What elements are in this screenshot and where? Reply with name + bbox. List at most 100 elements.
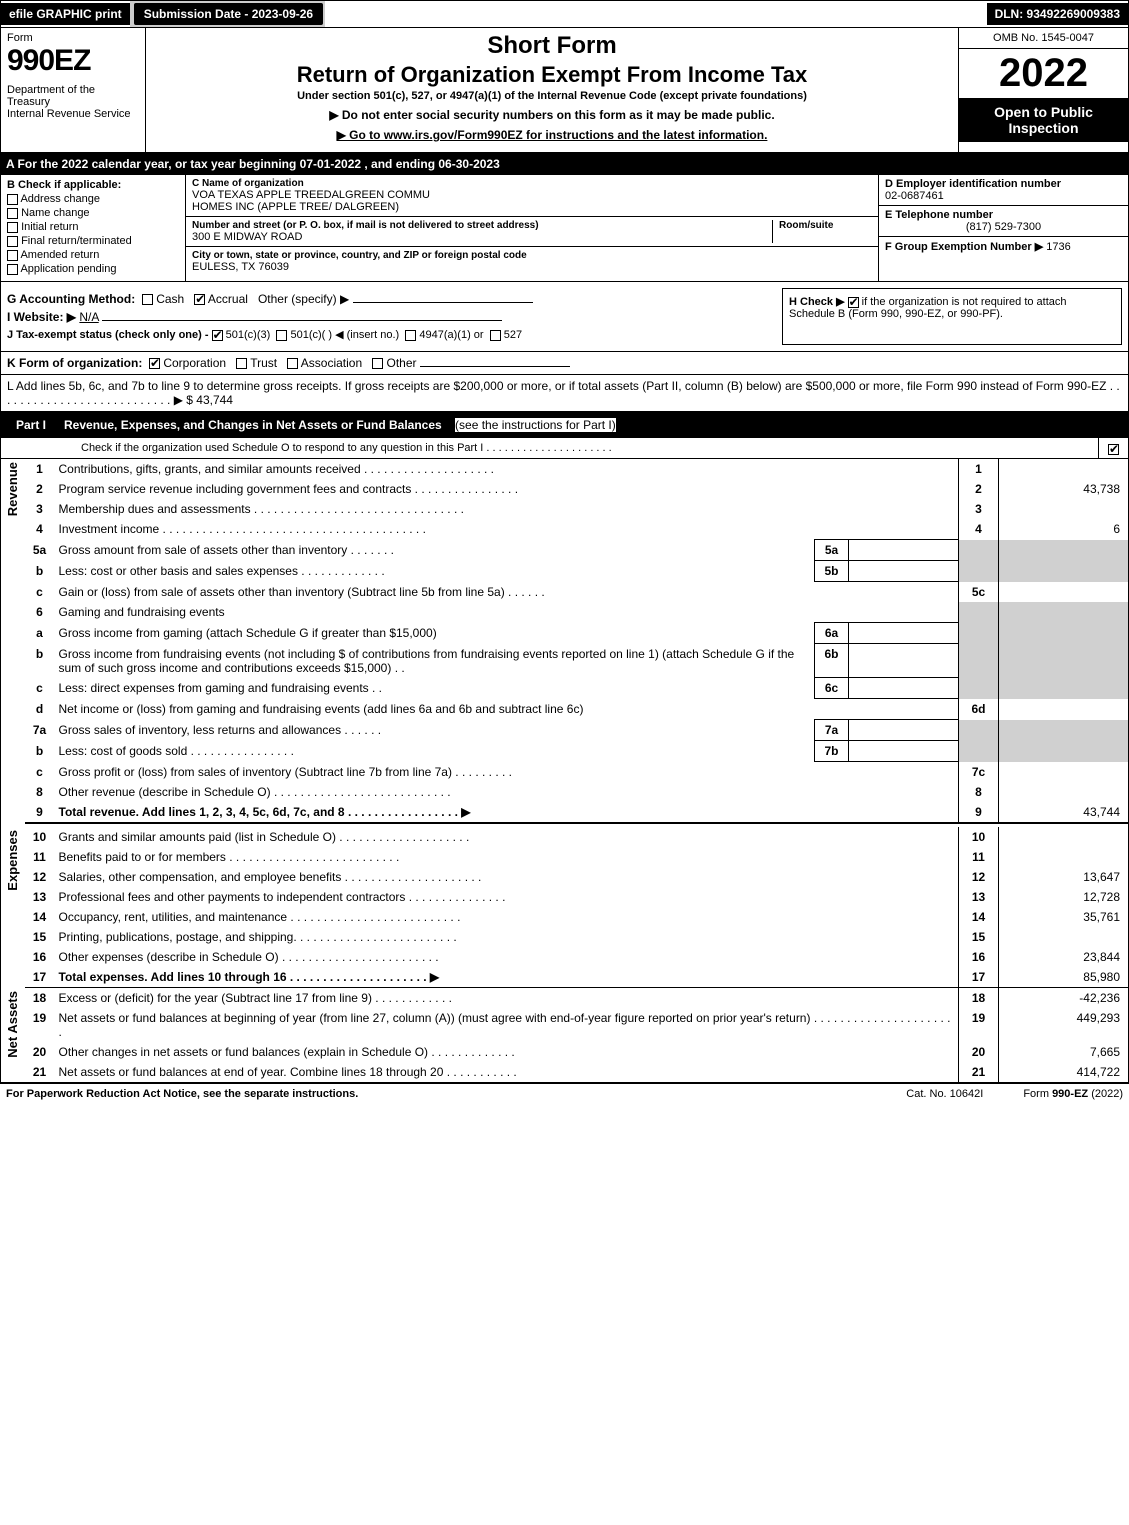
irs-link-note: ▶ Go to www.irs.gov/Form990EZ for instru…: [154, 128, 950, 142]
box-b-header: B Check if applicable:: [7, 179, 179, 191]
box-b: B Check if applicable: Address change Na…: [1, 175, 186, 281]
line-8-val: [999, 782, 1129, 802]
line-j: J Tax-exempt status (check only one) - 5…: [7, 328, 782, 341]
street-value: 300 E MIDWAY ROAD: [192, 231, 772, 243]
check-501c3[interactable]: [212, 330, 223, 341]
check-schedule-b[interactable]: [848, 297, 859, 308]
check-corporation[interactable]: [149, 358, 160, 369]
netassets-section-label: Net Assets: [5, 991, 20, 1058]
form-subtitle: Under section 501(c), 527, or 4947(a)(1)…: [154, 90, 950, 102]
irs-link-text[interactable]: ▶ Go to www.irs.gov/Form990EZ for instru…: [337, 128, 768, 142]
footer-right: Form 990-EZ (2022): [1023, 1088, 1123, 1100]
check-schedule-o[interactable]: [1108, 444, 1119, 455]
line-10-desc: Grants and similar amounts paid (list in…: [55, 827, 959, 847]
check-501c[interactable]: [276, 330, 287, 341]
org-name-2: HOMES INC (APPLE TREE/ DALGREEN): [192, 201, 872, 213]
line-18-val: -42,236: [999, 988, 1129, 1009]
section-ghij: G Accounting Method: Cash Accrual Other …: [0, 282, 1129, 352]
line-2-desc: Program service revenue including govern…: [55, 479, 959, 499]
check-trust[interactable]: [236, 358, 247, 369]
line-1-val: [999, 459, 1129, 479]
omb-number: OMB No. 1545-0047: [959, 28, 1128, 49]
line-5b-desc: Less: cost or other basis and sales expe…: [55, 561, 815, 582]
check-other-org[interactable]: [372, 358, 383, 369]
check-amended-return[interactable]: Amended return: [7, 249, 179, 261]
part1-check-row: Check if the organization used Schedule …: [0, 438, 1129, 459]
line-12-val: 13,647: [999, 867, 1129, 887]
line-13-val: 12,728: [999, 887, 1129, 907]
box-d: D Employer identification number 02-0687…: [878, 175, 1128, 281]
part1-table: Revenue 1Contributions, gifts, grants, a…: [0, 459, 1129, 1083]
line-19-val: 449,293: [999, 1008, 1129, 1042]
line-6b-desc: Gross income from fundraising events (no…: [55, 644, 815, 678]
line-6d-desc: Net income or (loss) from gaming and fun…: [55, 699, 959, 720]
line-15-val: [999, 927, 1129, 947]
inspection-label: Open to Public Inspection: [959, 98, 1128, 142]
line-9-val: 43,744: [999, 802, 1129, 823]
line-11-val: [999, 847, 1129, 867]
line-17-desc: Total expenses. Add lines 10 through 16 …: [55, 967, 959, 988]
line-g: G Accounting Method: Cash Accrual Other …: [7, 292, 782, 306]
check-4947[interactable]: [405, 330, 416, 341]
check-527[interactable]: [490, 330, 501, 341]
check-name-change[interactable]: Name change: [7, 207, 179, 219]
line-5c-desc: Gain or (loss) from sale of assets other…: [55, 582, 959, 603]
line-6d-val: [999, 699, 1129, 720]
box-h: H Check ▶ if the organization is not req…: [782, 288, 1122, 345]
line-14-desc: Occupancy, rent, utilities, and maintena…: [55, 907, 959, 927]
tel-label: E Telephone number: [885, 209, 1122, 221]
department-label: Department of the Treasury Internal Reve…: [7, 84, 139, 120]
footer-left: For Paperwork Reduction Act Notice, see …: [6, 1088, 358, 1100]
line-1-desc: Contributions, gifts, grants, and simila…: [55, 459, 959, 479]
other-specify-field[interactable]: [353, 302, 533, 303]
line-7c-desc: Gross profit or (loss) from sales of inv…: [55, 762, 959, 783]
line-2-val: 43,738: [999, 479, 1129, 499]
check-final-return[interactable]: Final return/terminated: [7, 235, 179, 247]
form-header: Form 990EZ Department of the Treasury In…: [0, 28, 1129, 153]
row-l: L Add lines 5b, 6c, and 7b to line 9 to …: [0, 375, 1129, 412]
city-value: EULESS, TX 76039: [192, 261, 872, 273]
website-value: N/A: [79, 310, 98, 324]
line-6c-desc: Less: direct expenses from gaming and fu…: [55, 678, 815, 699]
line-17-val: 85,980: [999, 967, 1129, 988]
check-accrual[interactable]: [194, 294, 205, 305]
form-label: Form: [7, 32, 139, 44]
header-right: OMB No. 1545-0047 2022 Open to Public In…: [958, 28, 1128, 152]
form-title: Return of Organization Exempt From Incom…: [154, 62, 950, 88]
ssn-note: ▶ Do not enter social security numbers o…: [154, 108, 950, 122]
submission-wrap: Submission Date - 2023-09-26: [130, 1, 325, 27]
line-8-desc: Other revenue (describe in Schedule O) .…: [55, 782, 959, 802]
line-6-desc: Gaming and fundraising events: [55, 602, 959, 623]
line-7a-desc: Gross sales of inventory, less returns a…: [55, 720, 815, 741]
line-5c-val: [999, 582, 1129, 603]
line-7b-desc: Less: cost of goods sold . . . . . . . .…: [55, 741, 815, 762]
line-4-val: 6: [999, 519, 1129, 540]
line-16-desc: Other expenses (describe in Schedule O) …: [55, 947, 959, 967]
line-12-desc: Salaries, other compensation, and employ…: [55, 867, 959, 887]
top-bar: efile GRAPHIC print Submission Date - 20…: [0, 0, 1129, 28]
check-cash[interactable]: [142, 294, 153, 305]
city-label: City or town, state or province, country…: [192, 250, 872, 261]
check-address-change[interactable]: Address change: [7, 193, 179, 205]
line-7c-val: [999, 762, 1129, 783]
line-3-desc: Membership dues and assessments . . . . …: [55, 499, 959, 519]
check-application-pending[interactable]: Application pending: [7, 263, 179, 275]
expenses-section-label: Expenses: [5, 830, 20, 891]
line-6a-desc: Gross income from gaming (attach Schedul…: [55, 623, 815, 644]
ein-value: 02-0687461: [885, 190, 1122, 202]
org-name-1: VOA TEXAS APPLE TREEDALGREEN COMMU: [192, 189, 872, 201]
line-18-desc: Excess or (deficit) for the year (Subtra…: [55, 988, 959, 1009]
efile-label: efile GRAPHIC print: [1, 3, 130, 25]
row-a: A For the 2022 calendar year, or tax yea…: [0, 153, 1129, 175]
check-association[interactable]: [287, 358, 298, 369]
revenue-section-label: Revenue: [5, 462, 20, 516]
gross-receipts-value: 43,744: [196, 393, 233, 407]
line-3-val: [999, 499, 1129, 519]
line-21-val: 414,722: [999, 1062, 1129, 1083]
box-c: C Name of organization VOA TEXAS APPLE T…: [186, 175, 878, 281]
dln-label: DLN: 93492269009383: [987, 3, 1128, 25]
form-number: 990EZ: [7, 44, 139, 78]
check-initial-return[interactable]: Initial return: [7, 221, 179, 233]
group-label: F Group Exemption Number ▶: [885, 241, 1043, 253]
line-19-desc: Net assets or fund balances at beginning…: [55, 1008, 959, 1042]
